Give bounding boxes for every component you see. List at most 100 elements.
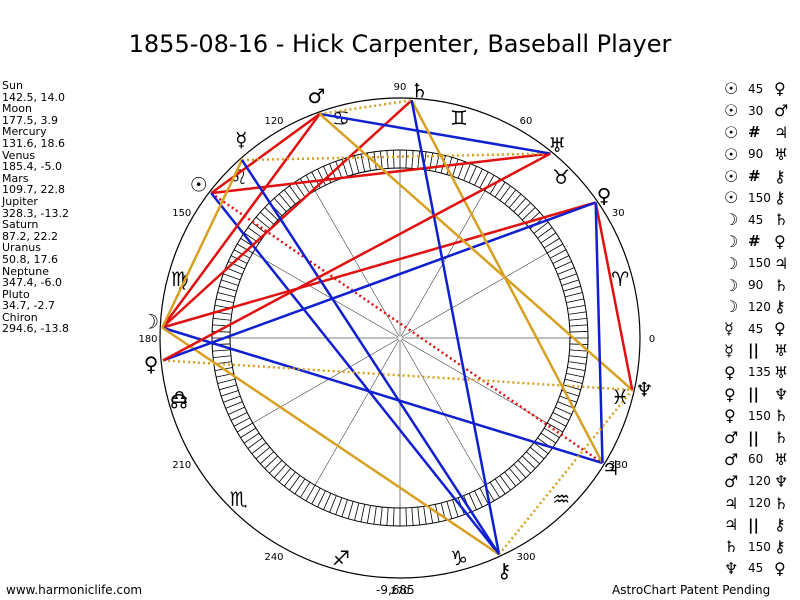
aspect-planet-1-icon: ☉: [724, 79, 739, 99]
aspect-planet-1-icon: ♂: [724, 471, 739, 491]
aspect-line-moon-jupiter: [161, 326, 603, 465]
degree-tick: [555, 261, 572, 270]
planet-values-uranus: 50.8, 17.6: [2, 252, 58, 266]
aspect-planet-2-icon: ♃: [774, 122, 789, 142]
aspect-planet-1-icon: ☉: [724, 122, 739, 142]
aspect-planet-1-icon: ☉: [724, 144, 739, 164]
degree-tick: [508, 467, 522, 483]
degree-label: 180: [138, 334, 157, 345]
website-link[interactable]: www.harmoniclife.com: [6, 583, 143, 597]
aspect-row: ♀ || ♆: [724, 383, 800, 405]
aspect-line-mars-uranus: [319, 112, 551, 155]
aspect-line-sun-chiron: [210, 192, 501, 556]
degree-tick: [273, 464, 287, 478]
planet-name-moon: Moon: [2, 102, 32, 116]
planet-glyphs: ☉ ☽ ☿ ♀ ♂ ♃ ♄ ♅ ♆ ♀ ⚷: [141, 78, 653, 582]
aspect-row: ♆ 45 ♀: [724, 558, 800, 580]
degree-tick: [489, 481, 500, 498]
degree-tick: [533, 221, 549, 234]
degree-label: 0: [649, 334, 655, 345]
aspect-planet-1-icon: ♄: [724, 537, 739, 557]
aspect-row: ♃ || ⚷: [724, 514, 800, 536]
aspect-planet-1-icon: ☿: [724, 319, 734, 339]
degree-tick: [354, 502, 360, 521]
aspect-row: ♀ 135 ♅: [724, 361, 800, 383]
degree-tick: [564, 292, 583, 298]
aspect-row: ☉ 45 ♀: [724, 78, 800, 100]
aspect-planet-2-icon: ♅: [774, 449, 789, 469]
degree-tick: [440, 155, 446, 174]
aspect-planet-1-icon: ☽: [724, 297, 739, 317]
degree-tick: [569, 349, 588, 352]
aspect-planet-2-icon: ⚷: [774, 297, 786, 317]
degree-tick: [373, 151, 377, 170]
degree-tick: [537, 227, 553, 239]
degree-tick: [217, 378, 236, 384]
aspect-label: 90: [748, 147, 764, 162]
degree-tick: [513, 464, 527, 478]
degree-tick: [468, 493, 477, 510]
degree-tick: [547, 422, 564, 433]
degree-tick: [228, 406, 245, 415]
degree-tick: [569, 317, 588, 321]
aspect-label: 120: [748, 474, 771, 489]
jupiter-glyph-icon: ♃: [602, 456, 620, 480]
aspect-planet-1-icon: ♀: [724, 406, 736, 426]
pluto-glyph-icon: ♀: [597, 184, 612, 208]
aspect-row: ☽ 150 ♃: [724, 252, 800, 274]
degree-tick: [494, 478, 506, 495]
degree-tick: [393, 507, 395, 526]
aspect-line-moon-mars: [161, 113, 321, 329]
aspect-row: ♂ || ♄: [724, 427, 800, 449]
degree-tick: [216, 298, 234, 304]
degree-tick: [260, 211, 274, 225]
aspect-planet-2-icon: ♆: [774, 471, 789, 491]
aspect-row: ♄ 150 ⚷: [724, 536, 800, 558]
aspect-planet-1-icon: ♆: [724, 558, 739, 578]
degree-tick: [561, 279, 579, 286]
degree-tick: [543, 238, 560, 249]
degree-tick: [555, 406, 572, 415]
degree-label: 120: [264, 116, 283, 127]
degree-tick: [219, 384, 237, 391]
planet-values-pluto: 34.7, -2.7: [2, 299, 55, 313]
degree-tick: [568, 361, 587, 365]
degree-tick: [354, 155, 360, 174]
degree-tick: [547, 243, 564, 254]
degree-tick: [526, 451, 540, 465]
aspect-row: ☽ # ♀: [724, 231, 800, 253]
degree-label: 270: [390, 586, 409, 597]
aspect-label: ||: [748, 385, 759, 404]
aspect-line-venus-neptune: [162, 359, 633, 392]
degree-tick: [289, 185, 301, 201]
degree-tick: [300, 178, 311, 195]
moon-glyph-icon: ☽: [141, 310, 159, 334]
degree-tick: [463, 163, 471, 181]
aspect-label: 45: [748, 321, 764, 336]
sun-glyph-icon: ☉: [190, 172, 208, 196]
aspect-line-sun-jupiter: [210, 192, 604, 465]
degree-tick: [283, 189, 296, 205]
aspect-row: ☽ 90 ♄: [724, 274, 800, 296]
planet-name-mars: Mars: [2, 171, 29, 185]
aspect-label: 150: [748, 539, 771, 554]
degree-tick: [540, 232, 557, 244]
degree-tick: [567, 367, 586, 372]
aspect-label: 45: [748, 212, 764, 227]
degree-tick: [540, 432, 557, 444]
aspect-planet-2-icon: ⚷: [774, 537, 786, 557]
degree-tick: [423, 506, 427, 525]
degree-tick: [219, 285, 237, 292]
aspect-label: 30: [748, 103, 764, 118]
degree-tick: [236, 422, 253, 433]
degree-tick: [251, 221, 267, 234]
degree-tick: [386, 507, 389, 526]
degree-tick: [405, 150, 407, 169]
degree-tick: [228, 261, 245, 270]
chiron-glyph-icon: ⚷: [497, 559, 512, 583]
degree-tick: [335, 497, 343, 515]
aspect-line-saturn-chiron: [410, 100, 501, 555]
degree-tick: [386, 150, 389, 169]
aspect-planet-2-icon: ♀: [774, 558, 786, 578]
degree-label: 210: [172, 460, 191, 471]
